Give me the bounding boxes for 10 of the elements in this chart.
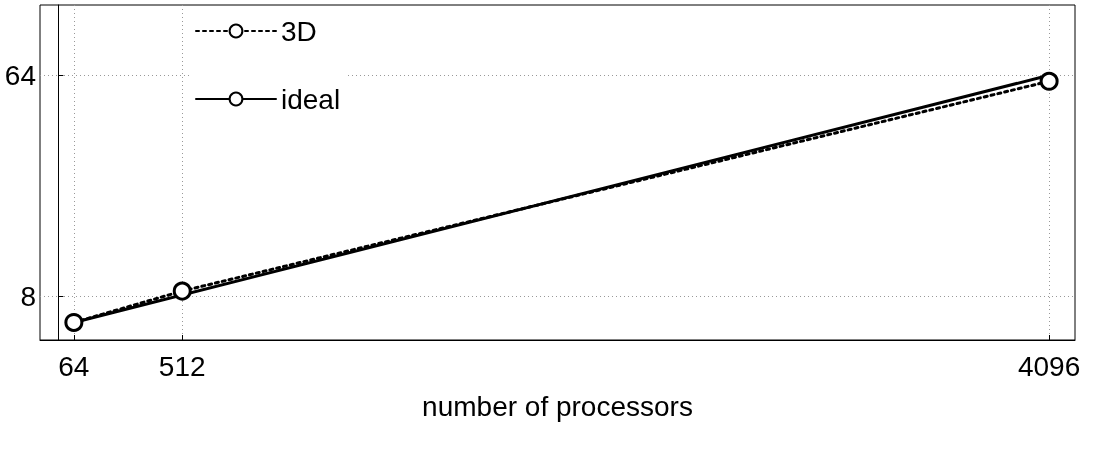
x-axis-title: number of processors: [422, 390, 693, 422]
legend-label: ideal: [281, 83, 341, 115]
point: [1039, 71, 1059, 91]
point: [64, 312, 84, 332]
x-tick-label: 64: [58, 350, 90, 382]
x-tick-label: 4096: [1017, 350, 1081, 382]
y-tick-label: 8: [20, 280, 36, 312]
x-tick-label: 512: [158, 350, 206, 382]
legend-label: 3D: [281, 15, 317, 47]
point: [172, 281, 192, 301]
